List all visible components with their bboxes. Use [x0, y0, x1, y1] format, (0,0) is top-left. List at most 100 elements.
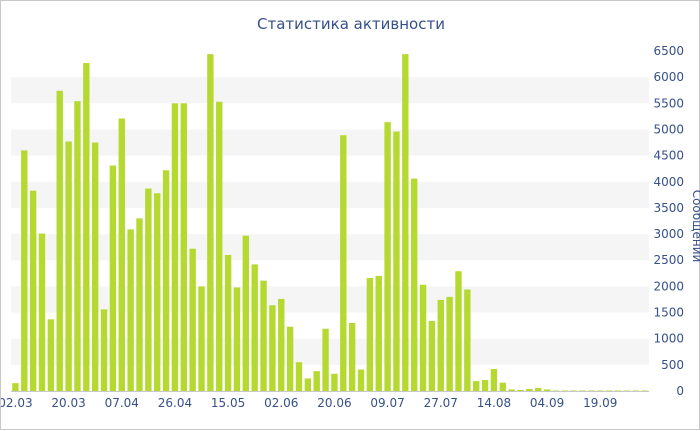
y-tick-label: 500 — [661, 358, 684, 372]
grid-band — [11, 338, 649, 365]
bar — [207, 54, 214, 392]
bar — [402, 54, 409, 392]
bar — [322, 328, 329, 391]
bar — [552, 390, 560, 391]
bar — [29, 190, 37, 391]
bar — [579, 390, 586, 391]
bar — [473, 381, 480, 391]
bar — [641, 390, 648, 391]
y-tick-label: 4500 — [653, 149, 684, 163]
x-tick-label: 19.09 — [583, 396, 617, 410]
bar — [419, 284, 427, 391]
bar — [269, 305, 276, 391]
x-tick-label: 07.04 — [105, 396, 139, 410]
x-tick-label: 02.06 — [264, 396, 298, 410]
bar — [251, 264, 258, 391]
bar — [278, 298, 285, 391]
bar — [38, 233, 46, 391]
bar — [216, 101, 223, 391]
bar — [286, 326, 294, 391]
bar — [198, 286, 205, 391]
chart-title: Статистика активности — [257, 15, 445, 33]
bar — [145, 188, 152, 391]
bar — [526, 388, 533, 391]
bar — [428, 320, 436, 391]
bar — [180, 103, 187, 392]
bar — [127, 229, 134, 391]
x-tick-label: 20.06 — [317, 396, 351, 410]
bar — [561, 390, 569, 391]
bar — [109, 165, 117, 391]
bar — [189, 248, 196, 391]
bar — [499, 382, 506, 391]
y-tick-label: 5000 — [653, 122, 684, 136]
y-tick-label: 0 — [676, 384, 684, 398]
bar — [83, 63, 90, 392]
y-tick-label: 2000 — [653, 279, 684, 293]
bar — [295, 362, 303, 391]
x-tick-label: 27.07 — [424, 396, 458, 410]
bar — [348, 323, 356, 391]
y-tick-label: 1500 — [653, 306, 684, 320]
bar — [260, 280, 267, 391]
bar — [118, 118, 125, 391]
bar — [357, 369, 365, 391]
x-tick-label: 15.05 — [211, 396, 245, 410]
x-tick-label: 14.08 — [477, 396, 511, 410]
bar — [313, 371, 320, 391]
x-tick-label: 26.04 — [158, 396, 192, 410]
x-tick-label: 04.09 — [530, 396, 564, 410]
bar — [21, 150, 28, 391]
bar — [508, 389, 515, 391]
y-tick-label: 1000 — [653, 332, 684, 346]
bar — [65, 141, 72, 391]
bar — [242, 235, 250, 391]
bar — [136, 218, 143, 391]
bar — [588, 390, 595, 391]
bar — [384, 122, 391, 391]
bar — [446, 296, 453, 391]
bar — [490, 369, 498, 391]
bar — [366, 278, 374, 391]
bar — [410, 178, 418, 391]
y-tick-label: 4000 — [653, 175, 684, 189]
bar — [632, 390, 639, 391]
bar — [340, 135, 347, 391]
bar — [154, 193, 161, 391]
bar — [597, 390, 604, 391]
y-axis-title: Сообщений — [690, 190, 700, 263]
bar — [56, 90, 63, 391]
x-tick-label: 02.03 — [1, 396, 33, 410]
bar — [47, 319, 55, 391]
bar — [570, 390, 577, 391]
y-tick-label: 6000 — [653, 70, 684, 84]
y-tick-label: 5500 — [653, 96, 684, 110]
bar — [464, 289, 471, 391]
bar — [393, 131, 400, 392]
bar — [224, 255, 232, 391]
bar — [100, 309, 108, 391]
grid-band — [11, 234, 649, 261]
grid-band — [11, 129, 649, 156]
bar — [171, 103, 179, 392]
grid-band — [11, 181, 649, 208]
grid-band — [11, 77, 649, 104]
bar — [623, 390, 631, 391]
x-tick-label: 20.03 — [51, 396, 85, 410]
bar — [437, 299, 444, 391]
bar — [481, 380, 489, 391]
y-tick-label: 3000 — [653, 227, 684, 241]
bar — [74, 101, 81, 391]
bar — [91, 142, 99, 391]
bar — [535, 387, 542, 391]
bar — [12, 383, 19, 391]
y-tick-label: 6500 — [653, 44, 684, 58]
bar — [375, 275, 382, 391]
bar — [517, 389, 524, 391]
grid-band — [11, 286, 649, 313]
x-tick-label: 09.07 — [370, 396, 404, 410]
bar — [304, 378, 312, 391]
bar — [605, 390, 613, 391]
